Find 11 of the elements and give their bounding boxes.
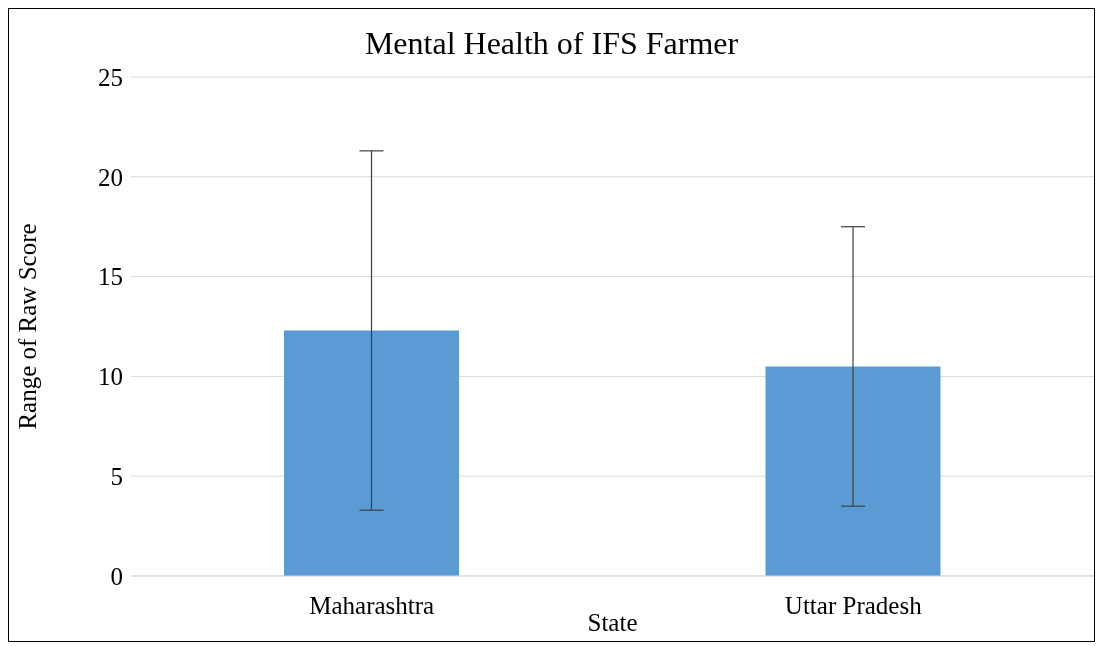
- y-tick-label: 10: [98, 363, 123, 391]
- x-tick-label: Uttar Pradesh: [784, 591, 923, 619]
- x-axis-title: State: [587, 609, 638, 636]
- y-axis-title: Range of Raw Score: [13, 223, 41, 430]
- y-tick-label: 5: [110, 463, 123, 491]
- y-tick-label: 0: [110, 562, 123, 590]
- y-tick-label: 20: [98, 163, 123, 191]
- y-tick-label: 25: [98, 63, 123, 91]
- x-tick-label: Maharashtra: [309, 591, 435, 619]
- y-tick-label: 15: [98, 263, 123, 291]
- chart-title: Mental Health of IFS Farmer: [363, 25, 740, 62]
